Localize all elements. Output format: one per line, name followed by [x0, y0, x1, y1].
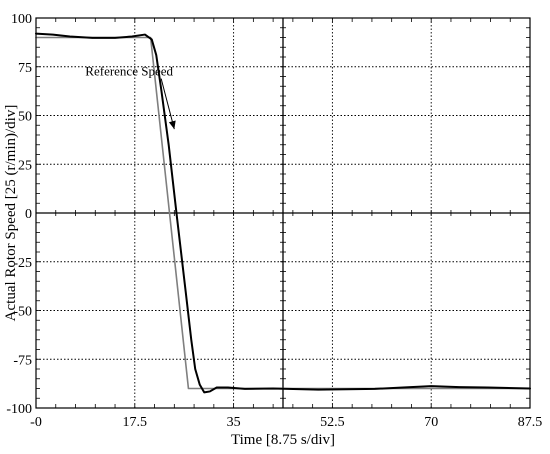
annotation-arrow-line: [160, 78, 175, 130]
series-layer: [35, 32, 531, 394]
annotation-arrowhead: [168, 120, 176, 130]
actual-speed-line: [35, 32, 531, 394]
y-tick-label: 50: [18, 110, 32, 125]
y-axis-label: Actual Rotor Speed [25 (r/min)/div]: [3, 105, 19, 322]
y-tick-label: -25: [13, 256, 32, 271]
y-tick-label: -75: [13, 353, 32, 368]
x-tick-label: 17.5: [123, 415, 148, 430]
annotation-layer: Reference Speed: [85, 64, 176, 130]
y-tick-label: -50: [13, 305, 32, 320]
x-tick-label: 70: [424, 415, 438, 430]
y-tick-label: 75: [18, 61, 32, 76]
y-tick-label: 100: [11, 12, 32, 27]
x-tick-label: 87.5: [518, 415, 543, 430]
minor-ticks: [35, 17, 531, 409]
y-tick-label: 25: [18, 158, 32, 173]
x-axis-label: Time [8.75 s/div]: [231, 432, 335, 448]
y-tick-label: 0: [25, 207, 32, 222]
plot-frame: [35, 17, 531, 409]
x-tick-label: -0: [30, 415, 42, 430]
x-tick-label: 35: [227, 415, 241, 430]
annotation-label: Reference Speed: [85, 64, 173, 79]
tick-labels: -0 17.5 35 52.5 70 87.5 100 75 50 25 0 -25 -50 -75 -10…: [6, 12, 542, 430]
y-tick-label: -100: [6, 402, 32, 417]
x-tick-label: 52.5: [320, 415, 345, 430]
